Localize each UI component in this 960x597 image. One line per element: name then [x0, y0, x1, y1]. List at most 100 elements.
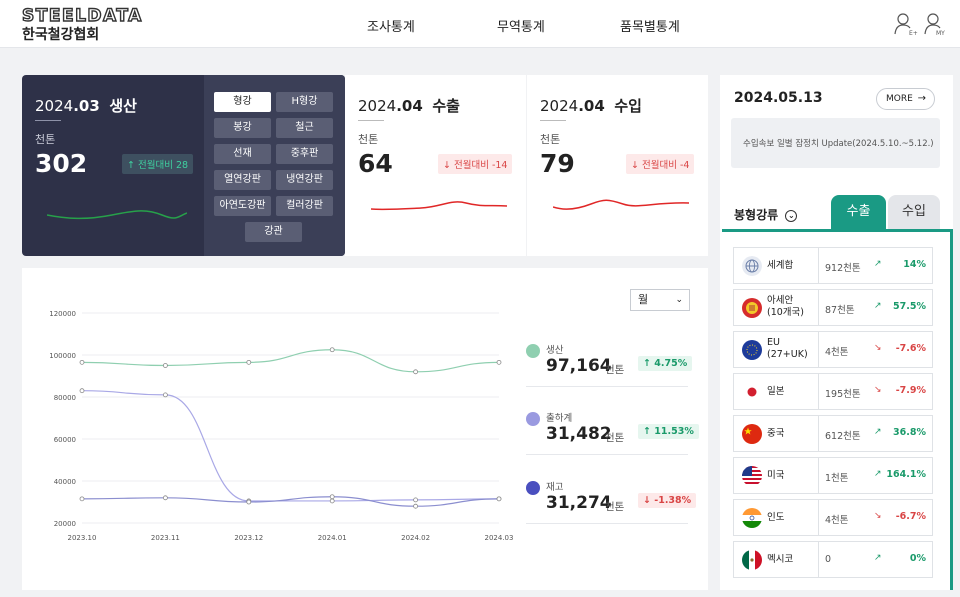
production-delta-badge: ↑ 전월대비 28	[122, 154, 194, 174]
export-delta-badge: ↓ 전월대비 -14	[438, 154, 513, 174]
chevron-down-circle-icon: ⌄	[785, 209, 798, 222]
legend-delta: ↓ -1.38%	[638, 493, 697, 508]
x-tick-label: 2023.11	[151, 534, 180, 542]
flag-world-icon	[742, 256, 762, 276]
trend-down-icon: ↘	[874, 511, 882, 521]
data-point[interactable]	[413, 497, 419, 503]
country-amount: 0	[825, 554, 832, 565]
country-row-china[interactable]: 중국 612천톤 ↗ 36.8%	[733, 415, 933, 452]
data-point[interactable]	[329, 494, 335, 500]
notice-box[interactable]: 수입속보 일별 잠정치 Update(2024.5.10.~5.12.)	[731, 118, 940, 168]
import-month: .04	[578, 97, 605, 115]
production-summary: 2024.03 생산 천톤 302 ↑ 전월대비 28	[22, 75, 204, 256]
logo-title[interactable]: STEELDATA	[21, 5, 143, 26]
divider	[818, 416, 819, 451]
country-pct: -7.9%	[895, 385, 926, 396]
logo-subtitle[interactable]: 한국철강협회	[22, 27, 100, 43]
data-point[interactable]	[79, 496, 85, 502]
chip-color-coated[interactable]: 컬러강판	[276, 196, 333, 216]
user-my-icon[interactable]: MY	[923, 12, 949, 37]
data-point[interactable]	[413, 369, 419, 375]
country-pct: -6.7%	[895, 511, 926, 522]
legend-value: 31,274	[546, 493, 612, 513]
production-sparkline	[47, 210, 187, 220]
country-row-usa[interactable]: 미국 1천톤 ↗ 164.1%	[733, 457, 933, 494]
chip-pipe[interactable]: 강관	[245, 222, 302, 242]
category-dropdown[interactable]: 봉형강류 ⌄	[734, 206, 798, 223]
trend-up-icon: ↗	[874, 301, 882, 311]
import-label: 수입	[614, 97, 642, 115]
data-point[interactable]	[413, 503, 419, 509]
nav-survey-stats[interactable]: 조사통계	[367, 20, 415, 35]
user-login-icon[interactable]: E+	[893, 12, 919, 37]
country-pct: -7.6%	[895, 343, 926, 354]
data-point[interactable]	[246, 499, 252, 505]
data-point[interactable]	[496, 496, 502, 502]
legend-name: 생산	[546, 345, 564, 356]
data-point[interactable]	[79, 359, 85, 365]
import-delta-badge: ↓ 전월대비 -4	[626, 154, 695, 174]
export-card: 2024.04 수출 천톤 64 ↓ 전월대비 -14	[345, 75, 526, 256]
country-pct: 0%	[909, 553, 926, 564]
x-tick-label: 2024.02	[401, 534, 430, 542]
chip-hyeonggang[interactable]: 형강	[214, 92, 271, 112]
country-pct: 36.8%	[893, 427, 926, 438]
data-point[interactable]	[496, 359, 502, 365]
chip-h-beam[interactable]: H형강	[276, 92, 333, 112]
chip-heavy-plate[interactable]: 중후판	[276, 144, 333, 164]
nav-trade-stats[interactable]: 무역통계	[497, 20, 545, 35]
y-tick-label: 20000	[54, 520, 76, 528]
legend-inventory[interactable]: 재고 31,274 천톤 ↓ -1.38%	[526, 481, 697, 524]
data-point[interactable]	[329, 347, 335, 353]
export-month: .04	[396, 97, 423, 115]
country-amount: 4천톤	[825, 347, 849, 358]
tab-export[interactable]: 수출	[831, 195, 886, 229]
legend-production[interactable]: 생산 97,164 천톤 ↑ 4.75%	[526, 344, 693, 387]
country-name: 세계합	[767, 260, 794, 271]
legend-value: 97,164	[546, 356, 612, 376]
data-point[interactable]	[163, 495, 168, 501]
series-line-2	[81, 496, 500, 507]
export-year: 2024	[358, 97, 397, 115]
legend-delta: ↑ 4.75%	[638, 356, 693, 371]
period-select-value: 월	[638, 293, 649, 306]
country-row-eu[interactable]: EU (27+UK) 4천톤 ↘ -7.6%	[733, 331, 933, 368]
trend-up-icon: ↗	[874, 427, 882, 437]
tab-import[interactable]: 수입	[888, 195, 940, 229]
legend-unit: 천톤	[605, 432, 625, 444]
data-point[interactable]	[329, 498, 335, 504]
legend-value: 31,482	[546, 424, 612, 444]
series-line-1	[81, 390, 500, 502]
data-point[interactable]	[163, 363, 168, 368]
production-card: 2024.03 생산 천톤 302 ↑ 전월대비 28 형강 H형강 봉강 철근…	[22, 75, 345, 256]
export-label: 수출	[432, 97, 460, 115]
country-row-japan[interactable]: 일본 195천톤 ↘ -7.9%	[733, 373, 933, 410]
export-unit: 천톤	[358, 133, 379, 146]
import-year: 2024	[540, 97, 579, 115]
country-pct: 164.1%	[886, 469, 926, 480]
country-row-india[interactable]: 인도 4천톤 ↘ -6.7%	[733, 499, 933, 536]
country-row-mexico[interactable]: 멕시코 0 ↗ 0%	[733, 541, 933, 578]
country-pct: 14%	[903, 259, 926, 270]
legend-shipment[interactable]: 출하계 31,482 천톤 ↑ 11.53%	[526, 412, 699, 455]
production-label: 생산	[109, 97, 137, 115]
chip-bar[interactable]: 봉강	[214, 118, 271, 138]
data-point[interactable]	[163, 392, 168, 398]
chip-galvanized[interactable]: 아연도강판	[214, 196, 271, 216]
data-point[interactable]	[79, 388, 85, 394]
country-amount: 4천톤	[825, 515, 849, 526]
country-row-world[interactable]: 세계합 912천톤 ↗ 14%	[733, 247, 933, 284]
chip-hot-rolled[interactable]: 열연강판	[214, 170, 271, 190]
more-button[interactable]: MORE →	[876, 88, 935, 110]
trend-up-icon: ↗	[874, 469, 882, 479]
period-select[interactable]: 월 ⌄	[630, 289, 690, 311]
chip-wire-rod[interactable]: 선재	[214, 144, 271, 164]
country-row-asean[interactable]: 아세안 (10개국) 87천톤 ↗ 57.5%	[733, 289, 933, 326]
production-title: 2024.03 생산	[35, 95, 137, 116]
chip-rebar[interactable]: 철근	[276, 118, 333, 138]
nav-item-stats[interactable]: 품목별통계	[620, 20, 680, 35]
flag-china-icon	[742, 424, 762, 444]
data-point[interactable]	[246, 359, 252, 365]
chip-cold-rolled[interactable]: 냉연강판	[276, 170, 333, 190]
flag-mexico-icon	[742, 550, 762, 570]
